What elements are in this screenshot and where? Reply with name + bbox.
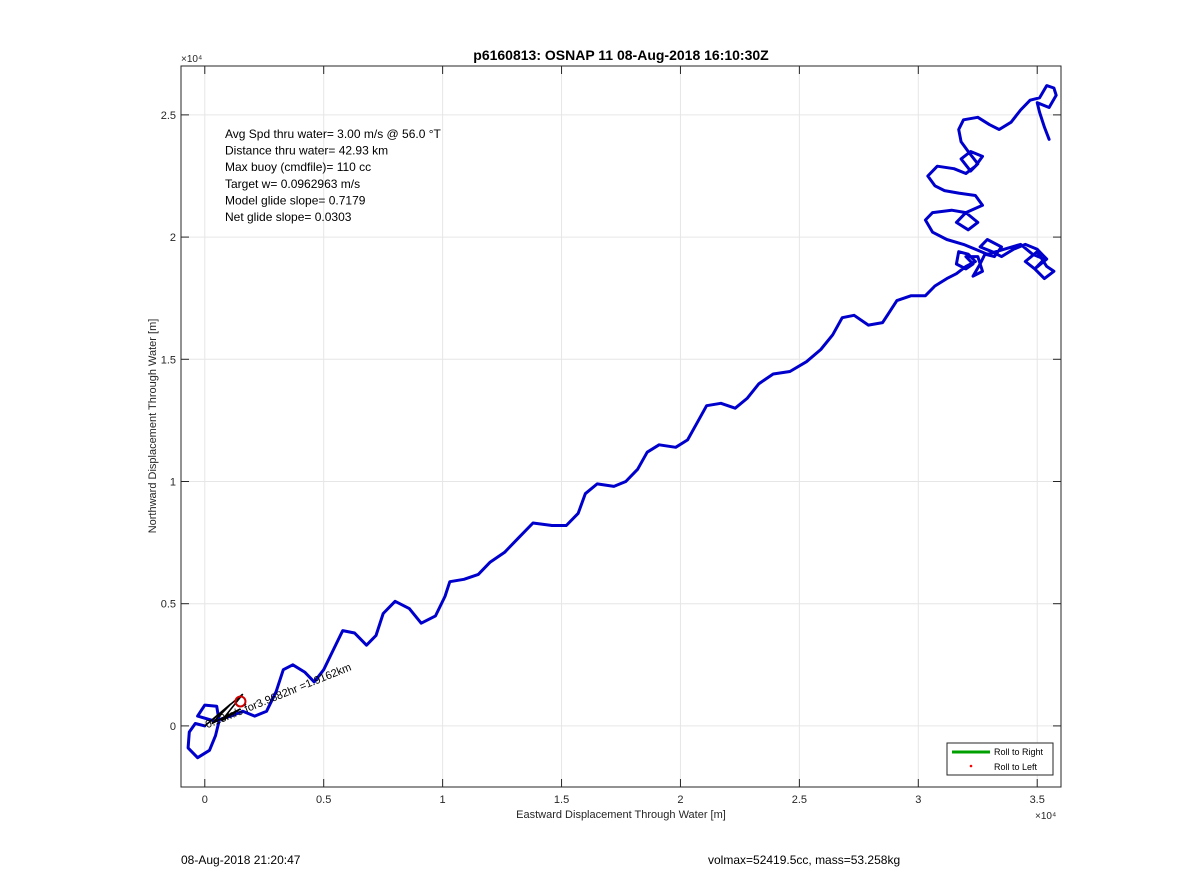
start-marker [234,695,247,708]
x-tick-label: 0.5 [316,794,331,806]
legend-roll-right-label: Roll to Right [994,747,1044,757]
x-tick-label: 2 [677,794,683,806]
x-tick-label: 1 [440,794,446,806]
current-vector [204,693,244,727]
y-tick-label: 0.5 [161,599,176,611]
y-tick-label: 2 [170,232,176,244]
current-label: 0.13m/s for3.9682hr =1.9162km [204,661,353,731]
annotation-layer: 0.13m/s for3.9682hr =1.9162km Avg Spd thr… [204,127,442,731]
x-axis-label: Eastward Displacement Through Water [m] [516,809,726,821]
stats-annotation-line: Distance thru water= 42.93 km [225,144,388,158]
footer-volmax-mass: volmax=52419.5cc, mass=53.258kg [708,853,901,867]
x-tick-label: 2.5 [792,794,807,806]
y-tick-label: 1.5 [161,354,176,366]
x-tick-label: 1.5 [554,794,569,806]
stats-annotation-line: Target w= 0.0962963 m/s [225,177,360,191]
series-layer [186,84,1058,760]
y-tick-label: 0 [170,721,176,733]
legend-roll-left-label: Roll to Left [994,762,1038,772]
stats-annotation-line: Max buoy (cmdfile)= 110 cc [225,160,371,174]
stats-annotation-line: Avg Spd thru water= 3.00 m/s @ 56.0 °T [225,127,442,141]
y-axis-label: Northward Displacement Through Water [m] [147,319,159,534]
x-tick-label: 3 [915,794,921,806]
legend: Roll to Right Roll to Left [946,742,1054,776]
y-tick-label: 2.5 [161,110,176,122]
x-tick-label: 0 [202,794,208,806]
x-exponent-label: ×10⁴ [1035,811,1056,822]
glider-track-line [186,84,1058,760]
grid-layer [181,66,1061,787]
y-exponent-label: ×10⁴ [181,54,202,65]
chart-title: p6160813: OSNAP 11 08-Aug-2018 16:10:30Z [473,47,769,63]
x-tick-label: 3.5 [1030,794,1045,806]
stats-annotation-line: Model glide slope= 0.7179 [225,193,366,207]
y-tick-label: 1 [170,476,176,488]
ticks-layer: 0 0.5 1 1.5 2 2.5 3 3.5 0 0.5 1 1.5 2 2.5 [161,66,1061,806]
legend-roll-left-swatch [969,764,973,768]
legend-box [946,742,1054,776]
stats-annotation-line: Net glide slope= 0.0303 [225,210,352,224]
footer-timestamp: 08-Aug-2018 21:20:47 [181,853,301,867]
plot-frame [180,65,1062,788]
